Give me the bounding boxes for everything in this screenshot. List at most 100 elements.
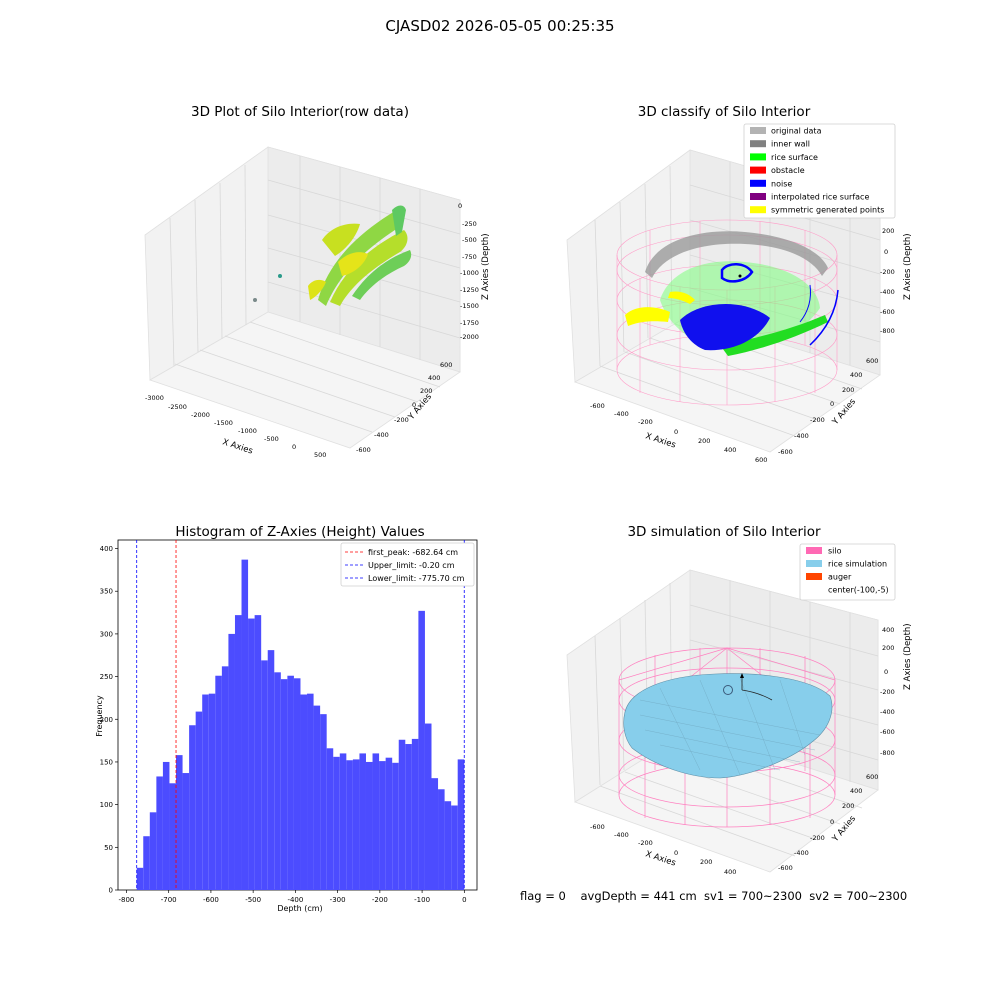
histogram-bar bbox=[451, 805, 458, 890]
histogram-xtick-label: -800 bbox=[119, 896, 135, 904]
simulation-ztick: 0 bbox=[884, 668, 888, 676]
raw-ytick: 0 bbox=[412, 401, 416, 409]
histogram-ytick-label: 250 bbox=[100, 673, 113, 681]
histogram-bar bbox=[307, 693, 314, 890]
histogram-bar bbox=[339, 753, 347, 890]
classify-xtick: -400 bbox=[614, 410, 629, 418]
histogram-bar bbox=[143, 836, 150, 890]
histogram-bar bbox=[411, 738, 419, 890]
histogram-ytick-label: 100 bbox=[100, 801, 113, 809]
histogram-bar bbox=[352, 759, 360, 890]
histogram-bar bbox=[372, 753, 380, 890]
classify-legend-swatch bbox=[750, 179, 766, 187]
classify-ytick: 0 bbox=[830, 400, 834, 408]
histogram-bar bbox=[234, 615, 242, 890]
raw-ytick: 200 bbox=[420, 387, 432, 395]
raw-ztick: -250 bbox=[462, 220, 477, 228]
simulation-xtick: -200 bbox=[638, 839, 653, 847]
classify-legend-label: interpolated rice surface bbox=[771, 193, 869, 202]
raw-xtick: -500 bbox=[264, 435, 279, 443]
histogram-bar bbox=[241, 559, 249, 890]
classify-ztick: 0 bbox=[884, 248, 888, 256]
histogram-bar bbox=[320, 714, 327, 890]
classify-xtick: 600 bbox=[755, 456, 767, 464]
classify-legend-label: obstacle bbox=[771, 166, 805, 175]
histogram-ytick-label: 350 bbox=[100, 588, 113, 596]
status-footer: flag = 0 avgDepth = 441 cm sv1 = 700~230… bbox=[520, 889, 908, 903]
simulation-ytick: 0 bbox=[830, 818, 834, 826]
simulation-ztick: -200 bbox=[880, 688, 895, 696]
histogram-vlines bbox=[136, 540, 465, 890]
raw-plot-title: 3D Plot of Silo Interior(row data) bbox=[191, 104, 409, 120]
raw-ztick: -1000 bbox=[460, 269, 479, 277]
classify-ztick: -200 bbox=[880, 268, 895, 276]
classify-legend-label: inner wall bbox=[771, 140, 810, 149]
classify-legend-label: original data bbox=[771, 127, 822, 136]
histogram-bar bbox=[202, 694, 209, 890]
histogram-xtick-label: -200 bbox=[372, 896, 388, 904]
simulation-ztick: -800 bbox=[880, 749, 895, 757]
simulation-legend-label: auger bbox=[828, 573, 852, 582]
histogram-bar bbox=[136, 867, 144, 890]
histogram-ytick-label: 300 bbox=[100, 630, 113, 638]
histogram-legend-label: Lower_limit: -775.70 cm bbox=[368, 574, 465, 583]
histogram-bar bbox=[392, 762, 399, 890]
raw-xtick: -1500 bbox=[214, 419, 233, 427]
histogram-bar bbox=[156, 776, 163, 890]
histogram-bar bbox=[189, 725, 196, 890]
simulation-ytick: 600 bbox=[866, 773, 878, 781]
classify-xlabel: X Axies bbox=[644, 431, 677, 450]
histogram-bar bbox=[326, 748, 334, 890]
raw-xtick: -3000 bbox=[145, 394, 164, 402]
histogram-bar bbox=[267, 650, 275, 890]
histogram-ylabel: Frequency bbox=[95, 695, 104, 737]
simulation-surface bbox=[618, 647, 836, 828]
raw-ytick: 400 bbox=[428, 374, 440, 382]
classify-point-cloud bbox=[616, 219, 839, 406]
histogram-bar bbox=[274, 672, 281, 890]
histogram-bar bbox=[438, 789, 445, 890]
histogram-bar bbox=[333, 756, 340, 890]
classify-legend-swatch bbox=[750, 193, 766, 200]
histogram-bar bbox=[195, 711, 203, 890]
raw-ytick: -600 bbox=[356, 446, 371, 454]
simulation-ytick: -400 bbox=[794, 849, 809, 857]
simulation-ytick: -200 bbox=[810, 834, 825, 842]
simulation-legend: silo rice simulation auger center(-100,-5) bbox=[799, 543, 896, 601]
classify-zlabel: Z Axies (Depth) bbox=[903, 233, 913, 300]
raw-xtick: -1000 bbox=[238, 427, 257, 435]
raw-ztick: -500 bbox=[462, 236, 477, 244]
histogram-bar bbox=[379, 761, 386, 890]
raw-ztick: -750 bbox=[462, 253, 477, 261]
raw-xtick: -2000 bbox=[191, 411, 210, 419]
classify-ztick: 200 bbox=[882, 227, 894, 235]
histogram-bar bbox=[169, 783, 177, 890]
classify-legend-swatch bbox=[750, 127, 766, 134]
histogram-ytick-label: 400 bbox=[100, 545, 113, 553]
histogram-bar bbox=[228, 633, 235, 890]
histogram-xlabel: Depth (cm) bbox=[277, 904, 322, 913]
classify-ytick: -200 bbox=[810, 416, 825, 424]
classify-xtick: 0 bbox=[674, 428, 678, 436]
simulation-xtick: -600 bbox=[590, 823, 605, 831]
histogram-xtick-label: -500 bbox=[245, 896, 261, 904]
histogram-ytick-label: 150 bbox=[100, 758, 113, 766]
simulation-xtick: 400 bbox=[724, 868, 736, 876]
histogram-bar bbox=[149, 812, 157, 890]
raw-point-cloud bbox=[253, 205, 412, 306]
simulation-ytick: 200 bbox=[842, 802, 854, 810]
histogram-bar bbox=[248, 618, 255, 890]
classify-ztick: -800 bbox=[880, 327, 895, 335]
histogram-ytick-label: 50 bbox=[104, 844, 113, 852]
simulation-ytick: -600 bbox=[778, 864, 793, 872]
histogram-bar bbox=[215, 675, 222, 890]
simulation-ytick: 400 bbox=[850, 787, 862, 795]
simulation-xtick: 200 bbox=[700, 858, 712, 866]
simulation-ztick: 400 bbox=[882, 626, 894, 634]
histogram-xtick-label: -600 bbox=[203, 896, 219, 904]
histogram-bar bbox=[418, 610, 425, 890]
classify-ytick: 600 bbox=[866, 357, 878, 365]
histogram-ytick-label: 0 bbox=[109, 887, 113, 895]
histogram-legend-label: first_peak: -682.64 cm bbox=[368, 548, 458, 557]
classify-legend-swatch bbox=[750, 140, 766, 148]
